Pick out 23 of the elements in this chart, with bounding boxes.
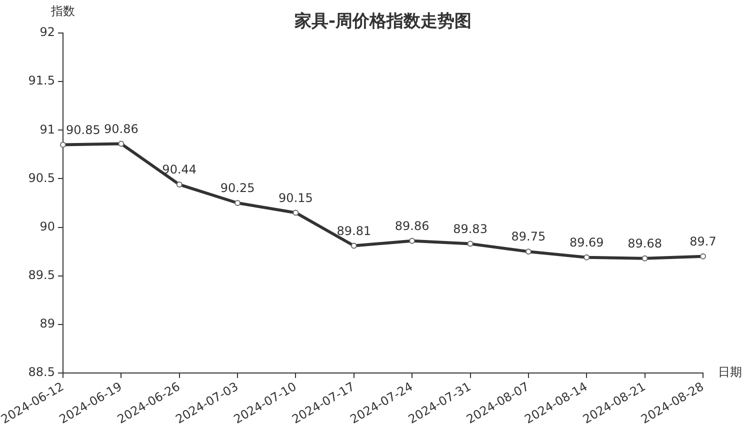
- y-tick-label: 89: [40, 316, 55, 331]
- data-label: 89.81: [336, 224, 372, 238]
- data-label: 89.86: [394, 219, 430, 234]
- data-label: 89.83: [453, 222, 488, 236]
- y-tick-label: 91.5: [28, 74, 55, 88]
- y-tick-label: 91: [40, 122, 55, 136]
- data-label: 90.86: [104, 122, 138, 136]
- data-label: 89.69: [569, 236, 604, 250]
- x-axis-title: 日期: [718, 365, 742, 380]
- data-label: 90.25: [220, 181, 255, 196]
- data-label: 89.68: [628, 236, 662, 250]
- y-tick-label: 88.5: [28, 365, 55, 380]
- data-label: 89.7: [690, 234, 716, 249]
- y-tick-label: 90.5: [28, 170, 55, 185]
- data-label: 90.44: [162, 162, 197, 177]
- data-label: 90.85: [66, 122, 100, 137]
- y-tick-label: 90: [40, 219, 55, 234]
- data-label: 89.75: [511, 230, 546, 244]
- y-axis-title: 指数: [50, 4, 75, 18]
- data-label: 90.15: [278, 190, 313, 205]
- chart-title: 家具-周价格指数走势图: [293, 11, 472, 32]
- y-tick-label: 89.5: [28, 268, 55, 282]
- y-tick-label: 92: [40, 25, 55, 40]
